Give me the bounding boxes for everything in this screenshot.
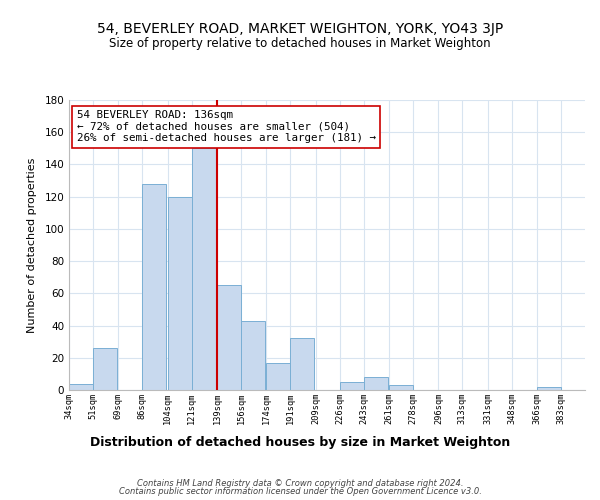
Text: 54 BEVERLEY ROAD: 136sqm
← 72% of detached houses are smaller (504)
26% of semi-: 54 BEVERLEY ROAD: 136sqm ← 72% of detach… — [77, 110, 376, 144]
Bar — [191, 148, 215, 390]
Bar — [389, 385, 413, 390]
Text: Distribution of detached houses by size in Market Weighton: Distribution of detached houses by size … — [90, 436, 510, 449]
Text: Contains HM Land Registry data © Crown copyright and database right 2024.: Contains HM Land Registry data © Crown c… — [137, 478, 463, 488]
Bar — [217, 286, 241, 390]
Bar — [142, 184, 166, 390]
Bar — [364, 377, 388, 390]
Bar — [537, 387, 561, 390]
Bar — [69, 384, 93, 390]
Bar — [340, 382, 364, 390]
Text: Size of property relative to detached houses in Market Weighton: Size of property relative to detached ho… — [109, 38, 491, 51]
Bar — [167, 196, 191, 390]
Text: 54, BEVERLEY ROAD, MARKET WEIGHTON, YORK, YO43 3JP: 54, BEVERLEY ROAD, MARKET WEIGHTON, YORK… — [97, 22, 503, 36]
Bar — [93, 348, 117, 390]
Bar — [290, 338, 314, 390]
Bar — [266, 362, 290, 390]
Text: Contains public sector information licensed under the Open Government Licence v3: Contains public sector information licen… — [119, 487, 481, 496]
Y-axis label: Number of detached properties: Number of detached properties — [28, 158, 37, 332]
Bar — [241, 320, 265, 390]
